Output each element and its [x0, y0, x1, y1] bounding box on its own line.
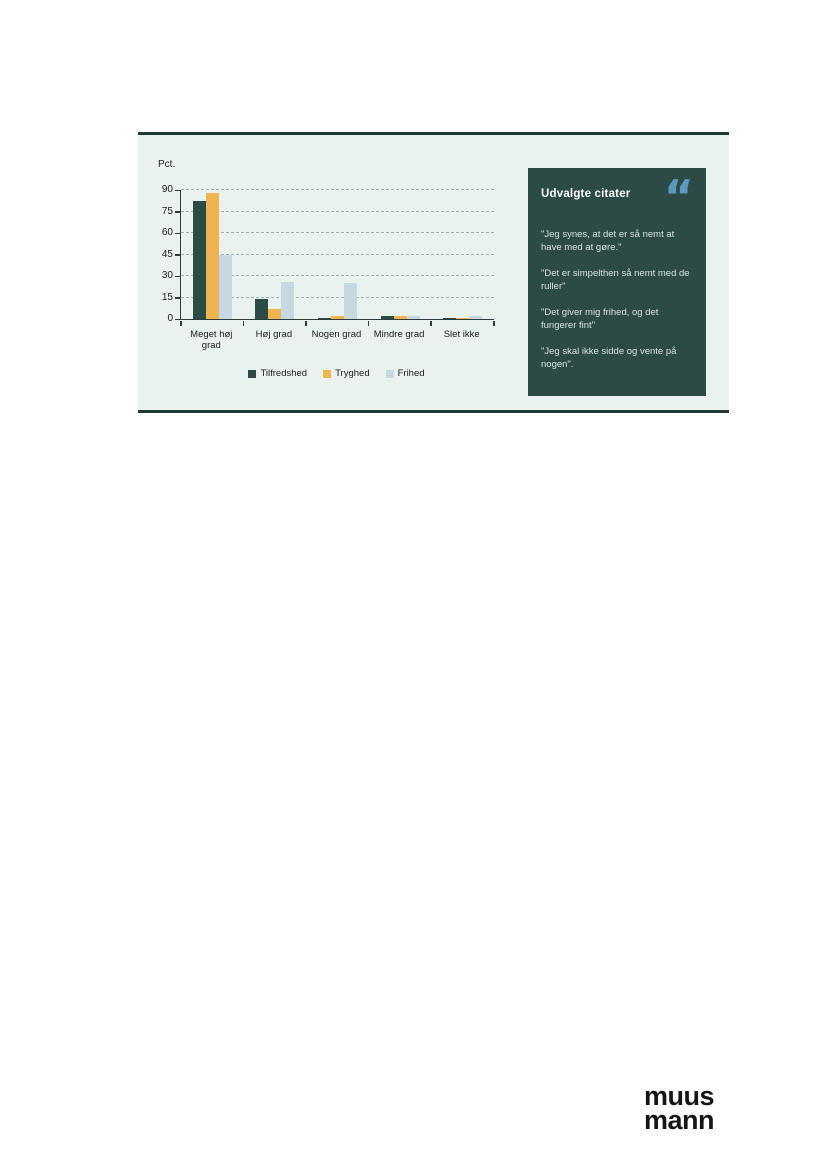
- y-tick-label: 75: [161, 205, 173, 217]
- x-tick-mark: [493, 320, 495, 326]
- legend-swatch: [323, 369, 332, 378]
- y-tick-label: 0: [167, 313, 173, 324]
- quote-text: "Det er simpelthen så nemt med de ruller…: [541, 268, 690, 292]
- x-tick-mark: [305, 320, 307, 326]
- chart-legend: Tilfredshed Tryghed Frihed: [180, 368, 493, 379]
- quote-list: "Jeg synes, at det er så nemt at have me…: [541, 228, 693, 371]
- x-axis-labels: Meget høj grad Høj grad Nogen grad Mindre g…: [180, 329, 493, 351]
- bar-tilfredshed: [192, 201, 206, 319]
- x-tick-mark: [430, 320, 432, 326]
- figure-panel: Pct. 0 15 30 45 60 75 90 Meget høj grad Høj gra…: [138, 132, 729, 413]
- gridline: [181, 232, 494, 233]
- bars-layer: [181, 190, 494, 319]
- y-axis-unit-label: Pct.: [158, 159, 176, 170]
- x-tick-mark: [242, 320, 245, 326]
- y-tick-label: 90: [161, 184, 173, 195]
- quote-text: "Det giver mig frihed, og det fungerer f…: [541, 307, 659, 331]
- y-tick-mark: [175, 189, 180, 191]
- x-tick-mark: [180, 320, 182, 326]
- bar-tilfredshed: [255, 298, 269, 319]
- y-tick-mark: [175, 254, 180, 256]
- x-axis-label: Høj grad: [255, 329, 293, 340]
- legend-swatch: [385, 369, 394, 378]
- x-axis-label: Mindre grad: [373, 329, 425, 340]
- bar-group: [181, 190, 244, 319]
- x-axis-label: Nogen grad: [311, 329, 362, 340]
- legend-item-frihed: Frihed: [385, 368, 425, 379]
- bar-frihed: [281, 281, 295, 319]
- gridline: [181, 296, 494, 298]
- y-tick-label: 45: [161, 248, 173, 260]
- quote-box: Udvalgte citater “ "Jeg synes, at det er…: [528, 168, 706, 396]
- x-tick-mark: [367, 320, 370, 326]
- bar-tilfredshed: [317, 317, 331, 319]
- legend-item-tilfredshed: Tilfredshed: [248, 368, 307, 379]
- legend-item-tryghed: Tryghed: [323, 368, 370, 379]
- bar-group: [431, 190, 494, 319]
- bar-tilfredshed: [443, 317, 457, 319]
- bar-frihed: [406, 316, 420, 319]
- quote-text: "Jeg skal ikke sidde og vente på nogen".: [541, 346, 677, 370]
- double-quote-icon: “: [663, 170, 694, 224]
- bar-tryghed: [205, 192, 219, 319]
- x-axis-label: Slet ikke: [443, 329, 480, 340]
- legend-label: Tryghed: [335, 368, 370, 379]
- bar-frihed: [218, 254, 232, 319]
- x-axis-label: Meget høj grad: [190, 329, 233, 351]
- bar-tryghed: [456, 317, 470, 319]
- bar-group: [369, 190, 432, 319]
- bar-frihed: [343, 283, 357, 319]
- y-tick-label: 60: [161, 227, 173, 238]
- bar-tryghed: [330, 316, 344, 319]
- y-tick-mark: [175, 318, 180, 320]
- plot-area: 0 15 30 45 60 75 90: [162, 185, 495, 326]
- gridline: [181, 275, 494, 276]
- bar-tryghed: [393, 316, 407, 319]
- gridline: [181, 189, 494, 190]
- bar-tilfredshed: [380, 316, 394, 319]
- y-tick-mark: [175, 232, 180, 235]
- legend-label: Frihed: [397, 368, 425, 379]
- quote-text: "Jeg synes, at det er så nemt at have me…: [541, 229, 675, 253]
- y-tick-mark: [175, 275, 180, 278]
- muusmann-logo: muus mann: [644, 1081, 715, 1135]
- legend-label: Tilfredshed: [260, 368, 308, 379]
- y-tick-label: 30: [161, 270, 173, 281]
- quote-box-title: Udvalgte citater: [541, 188, 631, 200]
- y-tick-mark: [175, 211, 180, 213]
- logo-line-2: mann: [644, 1105, 715, 1135]
- gridline: [181, 253, 494, 255]
- bar-group: [244, 190, 307, 319]
- bar-frihed: [469, 316, 483, 319]
- y-tick-label: 15: [161, 291, 173, 303]
- legend-swatch: [248, 369, 257, 378]
- gridline: [181, 210, 494, 212]
- y-tick-mark: [175, 297, 180, 299]
- bar-group: [306, 190, 369, 319]
- logo-line-1: muus: [644, 1081, 715, 1111]
- bar-tryghed: [268, 308, 282, 319]
